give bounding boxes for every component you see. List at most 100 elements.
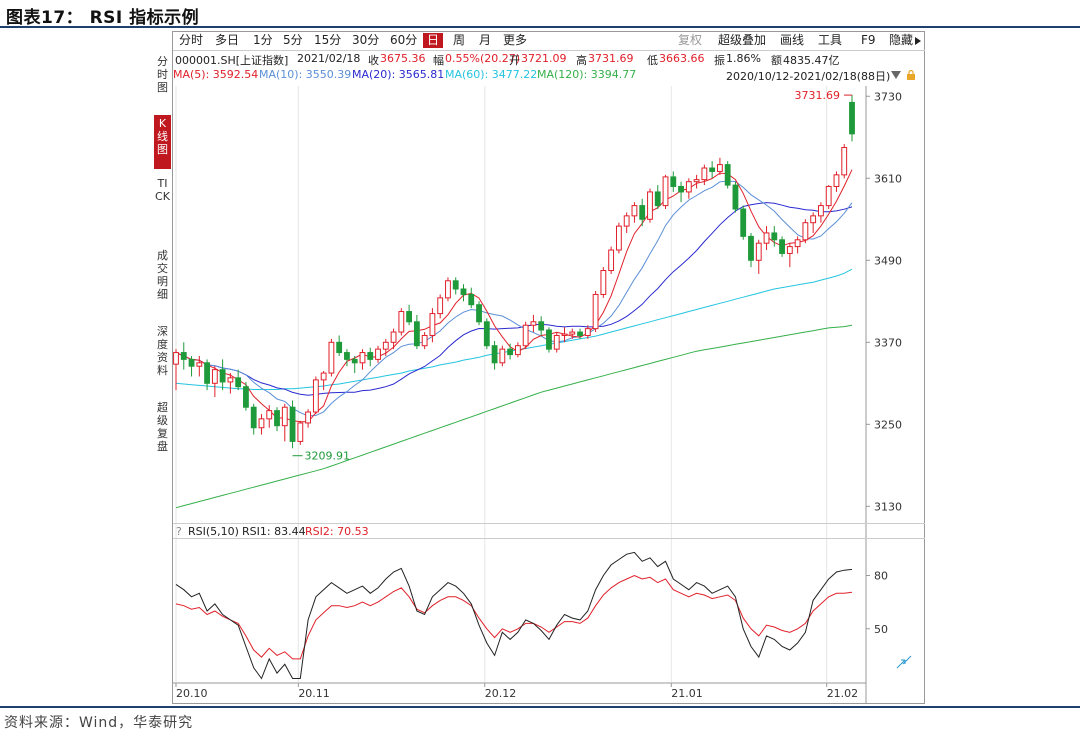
candle-body-down: [724, 164, 731, 186]
candle-body-up: [328, 341, 335, 374]
rsi-tick-label: 80: [874, 570, 888, 583]
date-tick-label: 21.02: [827, 687, 859, 700]
candle-body-up: [305, 411, 312, 424]
date-tick-label: 21.01: [671, 687, 703, 700]
candle-body-down: [204, 362, 210, 384]
price-tick-label: 3370: [874, 336, 902, 349]
candle-body-up: [258, 418, 265, 429]
sidebar: 分时图 K线图 TICK 成交明细 深度资料 超级复盘: [153, 31, 173, 704]
candle-body-down: [367, 352, 374, 360]
high-annotation: 3731.69: [795, 89, 841, 102]
sidebar-item-fenshi[interactable]: 分时图: [157, 55, 168, 94]
expand-arrow-icon[interactable]: [915, 37, 921, 45]
candle-body-down: [452, 280, 459, 290]
tools-button[interactable]: 工具: [818, 33, 843, 47]
candle-body-down: [577, 331, 583, 336]
sidebar-item-tick[interactable]: TICK: [155, 177, 170, 203]
rsi1-value: RSI1: 83.44: [242, 525, 306, 538]
period-month[interactable]: 月: [479, 33, 492, 47]
fuquan-button[interactable]: 复权: [678, 33, 703, 47]
period-week[interactable]: 周: [453, 33, 466, 47]
candle-body-down: [678, 185, 684, 193]
candle-body-up: [375, 348, 381, 360]
sidebar-item-depth[interactable]: 深度资料: [157, 325, 168, 377]
candle-body-down: [235, 377, 242, 388]
period-multiday[interactable]: 多日: [215, 33, 240, 47]
range-dropdown-icon[interactable]: [891, 71, 901, 79]
candle-body-down: [219, 369, 226, 383]
period-1min[interactable]: 1分: [253, 33, 273, 47]
help-icon[interactable]: ?: [176, 525, 182, 538]
candle-body-up: [227, 377, 234, 383]
overlay-button[interactable]: 超级叠加: [718, 33, 767, 47]
change-value: 0.55%(20.27): [445, 52, 521, 65]
period-fenshi[interactable]: 分时: [179, 33, 204, 47]
period-30min[interactable]: 30分: [352, 33, 380, 47]
open-label: 开: [509, 54, 520, 67]
candle-body-up: [437, 297, 444, 315]
candle-body-down: [483, 321, 490, 347]
ma10-line: [175, 180, 853, 417]
candle-body-up: [553, 334, 560, 350]
quote-date: 2021/02/18: [297, 52, 361, 65]
amp-label: 振: [714, 54, 725, 67]
source-note: 资料来源：Wind，华泰研究: [4, 715, 194, 731]
hide-button[interactable]: 隐藏: [889, 33, 914, 47]
candle-body-up: [429, 313, 436, 336]
candle-body-up: [755, 242, 762, 261]
low-value: 3663.66: [659, 52, 705, 65]
period-day[interactable]: 日: [423, 33, 444, 48]
candle-body-up: [802, 222, 809, 241]
sidebar-item-replay[interactable]: 超级复盘: [157, 401, 168, 453]
open-value: 3721.09: [521, 52, 567, 65]
candle-body-up: [522, 324, 529, 347]
candle-body-up: [297, 422, 304, 442]
sidebar-item-kline[interactable]: K线图: [154, 115, 171, 169]
price-tick-label: 3130: [874, 500, 902, 513]
period-more[interactable]: 更多: [503, 33, 528, 47]
lock-icon[interactable]: [906, 70, 916, 80]
price-tick-label: 3250: [874, 418, 902, 431]
candle-body-up: [390, 331, 397, 343]
period-toolbar: 分时 多日 1分 5分 15分 30分 60分 日 周 月 更多 复权 超级叠加…: [173, 31, 925, 51]
candle-body-up: [615, 225, 622, 251]
candle-body-up: [608, 249, 615, 272]
quote-code: 000001.SH[上证指数]: [175, 54, 289, 67]
drawline-button[interactable]: 画线: [780, 33, 805, 47]
price-tick-label: 3610: [874, 172, 902, 185]
sidebar-item-deals[interactable]: 成交明细: [157, 249, 168, 301]
high-label: 高: [576, 54, 587, 67]
f9-button[interactable]: F9: [861, 33, 876, 47]
candle-body-up: [794, 239, 801, 248]
candle-body-down: [344, 352, 350, 360]
candle-body-up: [398, 311, 405, 333]
candle-body-down: [336, 341, 343, 354]
ma20-line: [175, 202, 853, 396]
period-15min[interactable]: 15分: [314, 33, 342, 47]
price-tick-label: 3730: [874, 90, 902, 103]
quote-bar: 000001.SH[上证指数] 2021/02/18 收 3675.36 幅 0…: [173, 52, 925, 67]
candle-body-down: [740, 208, 747, 237]
candle-body-up: [530, 321, 537, 326]
period-60min[interactable]: 60分: [390, 33, 418, 47]
candle-body-up: [841, 147, 848, 176]
candle-body-up: [196, 362, 203, 367]
ma20-label: MA(20): 3565.81: [352, 68, 445, 81]
rsi2-value: RSI2: 70.53: [305, 525, 369, 538]
candle-body-down: [180, 352, 187, 360]
candle-body-up: [561, 333, 568, 336]
candle-body-down: [771, 232, 778, 241]
close-value: 3675.36: [380, 52, 426, 65]
candle-body-up: [631, 205, 638, 217]
candle-body-up: [320, 372, 327, 381]
candle-body-down: [670, 176, 677, 187]
ma120-line: [175, 324, 853, 509]
amount-label: 额: [771, 54, 782, 67]
candle-body-down: [460, 288, 467, 295]
change-label: 幅: [433, 54, 444, 67]
top-rule: [0, 26, 1080, 28]
period-5min[interactable]: 5分: [283, 33, 303, 47]
rsi-name: RSI(5,10): [188, 525, 239, 538]
candle-body-down: [639, 205, 646, 220]
